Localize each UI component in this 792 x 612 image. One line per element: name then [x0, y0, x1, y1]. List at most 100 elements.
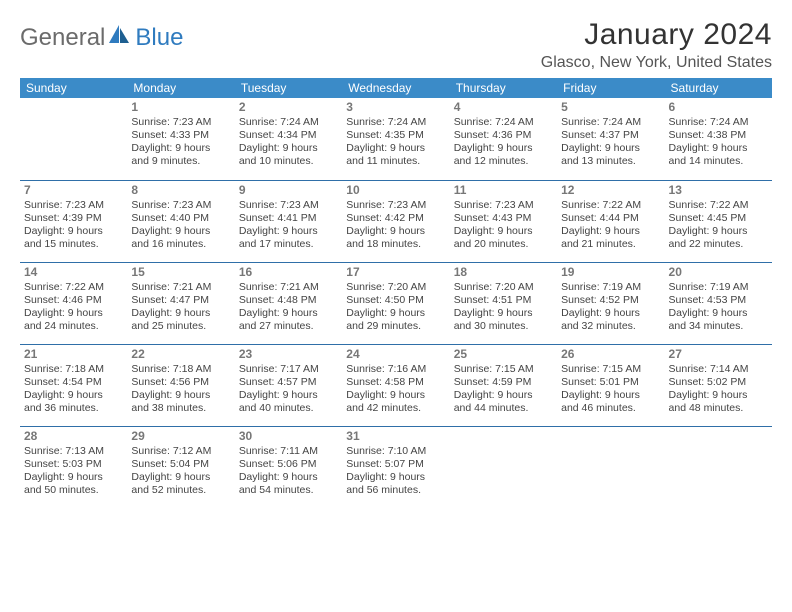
sunset-line: Sunset: 4:51 PM	[454, 294, 553, 307]
day-number: 21	[24, 347, 123, 362]
sunrise-line: Sunrise: 7:24 AM	[669, 116, 768, 129]
sunrise-line: Sunrise: 7:23 AM	[131, 199, 230, 212]
calendar-week-row: 14Sunrise: 7:22 AMSunset: 4:46 PMDayligh…	[20, 262, 772, 344]
sunrise-line: Sunrise: 7:23 AM	[454, 199, 553, 212]
daylight-line: Daylight: 9 hours	[561, 307, 660, 320]
calendar-day-cell: 31Sunrise: 7:10 AMSunset: 5:07 PMDayligh…	[342, 426, 449, 508]
calendar-day-cell: 28Sunrise: 7:13 AMSunset: 5:03 PMDayligh…	[20, 426, 127, 508]
day-number: 19	[561, 265, 660, 280]
sunrise-line: Sunrise: 7:10 AM	[346, 445, 445, 458]
sunrise-line: Sunrise: 7:11 AM	[239, 445, 338, 458]
daylight-line: Daylight: 9 hours	[669, 389, 768, 402]
sunset-line: Sunset: 4:36 PM	[454, 129, 553, 142]
day-number: 11	[454, 183, 553, 198]
sunrise-line: Sunrise: 7:23 AM	[239, 199, 338, 212]
sunset-line: Sunset: 4:46 PM	[24, 294, 123, 307]
calendar-day-cell: 27Sunrise: 7:14 AMSunset: 5:02 PMDayligh…	[665, 344, 772, 426]
sunset-line: Sunset: 4:53 PM	[669, 294, 768, 307]
calendar-day-cell	[665, 426, 772, 508]
daylight-line: Daylight: 9 hours	[454, 307, 553, 320]
daylight-line: Daylight: 9 hours	[346, 307, 445, 320]
daylight-line: and 48 minutes.	[669, 402, 768, 415]
daylight-line: and 29 minutes.	[346, 320, 445, 333]
daylight-line: Daylight: 9 hours	[239, 389, 338, 402]
daylight-line: and 27 minutes.	[239, 320, 338, 333]
daylight-line: and 24 minutes.	[24, 320, 123, 333]
sunset-line: Sunset: 4:41 PM	[239, 212, 338, 225]
sunrise-line: Sunrise: 7:24 AM	[239, 116, 338, 129]
calendar-day-cell: 23Sunrise: 7:17 AMSunset: 4:57 PMDayligh…	[235, 344, 342, 426]
day-number: 16	[239, 265, 338, 280]
daylight-line: and 34 minutes.	[669, 320, 768, 333]
daylight-line: and 14 minutes.	[669, 155, 768, 168]
month-title: January 2024	[541, 18, 772, 52]
sunrise-line: Sunrise: 7:22 AM	[669, 199, 768, 212]
day-number: 20	[669, 265, 768, 280]
brand-part1: General	[20, 24, 105, 52]
calendar-day-cell: 14Sunrise: 7:22 AMSunset: 4:46 PMDayligh…	[20, 262, 127, 344]
daylight-line: and 38 minutes.	[131, 402, 230, 415]
daylight-line: Daylight: 9 hours	[561, 142, 660, 155]
sunrise-line: Sunrise: 7:12 AM	[131, 445, 230, 458]
sunset-line: Sunset: 5:04 PM	[131, 458, 230, 471]
day-header: Tuesday	[235, 78, 342, 98]
sunset-line: Sunset: 4:54 PM	[24, 376, 123, 389]
daylight-line: and 30 minutes.	[454, 320, 553, 333]
sunset-line: Sunset: 4:35 PM	[346, 129, 445, 142]
day-number: 30	[239, 429, 338, 444]
day-number: 13	[669, 183, 768, 198]
daylight-line: and 21 minutes.	[561, 238, 660, 251]
sunset-line: Sunset: 4:50 PM	[346, 294, 445, 307]
calendar-day-cell: 17Sunrise: 7:20 AMSunset: 4:50 PMDayligh…	[342, 262, 449, 344]
calendar-day-cell: 26Sunrise: 7:15 AMSunset: 5:01 PMDayligh…	[557, 344, 664, 426]
day-number: 15	[131, 265, 230, 280]
calendar-day-cell: 13Sunrise: 7:22 AMSunset: 4:45 PMDayligh…	[665, 180, 772, 262]
sail-icon	[109, 24, 131, 52]
sunset-line: Sunset: 5:07 PM	[346, 458, 445, 471]
daylight-line: Daylight: 9 hours	[239, 471, 338, 484]
daylight-line: Daylight: 9 hours	[239, 307, 338, 320]
daylight-line: Daylight: 9 hours	[346, 471, 445, 484]
calendar-day-cell: 21Sunrise: 7:18 AMSunset: 4:54 PMDayligh…	[20, 344, 127, 426]
daylight-line: Daylight: 9 hours	[131, 225, 230, 238]
daylight-line: and 46 minutes.	[561, 402, 660, 415]
daylight-line: and 50 minutes.	[24, 484, 123, 497]
daylight-line: Daylight: 9 hours	[346, 225, 445, 238]
title-block: January 2024 Glasco, New York, United St…	[541, 18, 772, 72]
sunset-line: Sunset: 4:48 PM	[239, 294, 338, 307]
sunrise-line: Sunrise: 7:19 AM	[669, 281, 768, 294]
sunrise-line: Sunrise: 7:13 AM	[24, 445, 123, 458]
calendar-table: Sunday Monday Tuesday Wednesday Thursday…	[20, 78, 772, 508]
daylight-line: Daylight: 9 hours	[454, 142, 553, 155]
sunset-line: Sunset: 4:37 PM	[561, 129, 660, 142]
day-number: 25	[454, 347, 553, 362]
sunrise-line: Sunrise: 7:23 AM	[24, 199, 123, 212]
daylight-line: Daylight: 9 hours	[131, 307, 230, 320]
calendar-body: 1Sunrise: 7:23 AMSunset: 4:33 PMDaylight…	[20, 98, 772, 508]
sunset-line: Sunset: 4:38 PM	[669, 129, 768, 142]
daylight-line: Daylight: 9 hours	[24, 389, 123, 402]
sunset-line: Sunset: 5:06 PM	[239, 458, 338, 471]
calendar-day-cell: 8Sunrise: 7:23 AMSunset: 4:40 PMDaylight…	[127, 180, 234, 262]
daylight-line: Daylight: 9 hours	[131, 471, 230, 484]
calendar-day-cell: 16Sunrise: 7:21 AMSunset: 4:48 PMDayligh…	[235, 262, 342, 344]
sunset-line: Sunset: 4:33 PM	[131, 129, 230, 142]
sunset-line: Sunset: 5:02 PM	[669, 376, 768, 389]
sunrise-line: Sunrise: 7:20 AM	[346, 281, 445, 294]
daylight-line: Daylight: 9 hours	[346, 142, 445, 155]
daylight-line: Daylight: 9 hours	[561, 389, 660, 402]
calendar-header-row: Sunday Monday Tuesday Wednesday Thursday…	[20, 78, 772, 98]
day-header: Monday	[127, 78, 234, 98]
day-number: 24	[346, 347, 445, 362]
sunset-line: Sunset: 4:57 PM	[239, 376, 338, 389]
day-header: Thursday	[450, 78, 557, 98]
calendar-day-cell: 19Sunrise: 7:19 AMSunset: 4:52 PMDayligh…	[557, 262, 664, 344]
calendar-day-cell: 3Sunrise: 7:24 AMSunset: 4:35 PMDaylight…	[342, 98, 449, 180]
daylight-line: and 20 minutes.	[454, 238, 553, 251]
calendar-day-cell: 10Sunrise: 7:23 AMSunset: 4:42 PMDayligh…	[342, 180, 449, 262]
daylight-line: Daylight: 9 hours	[24, 307, 123, 320]
day-number: 26	[561, 347, 660, 362]
day-header: Sunday	[20, 78, 127, 98]
day-number: 31	[346, 429, 445, 444]
daylight-line: Daylight: 9 hours	[669, 307, 768, 320]
